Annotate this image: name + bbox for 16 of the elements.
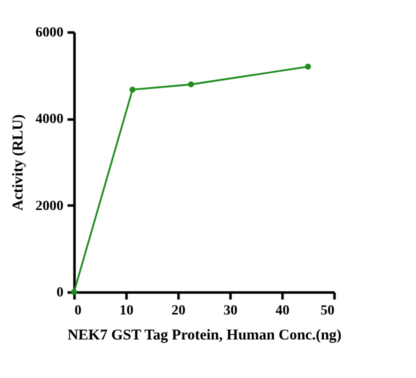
point bbox=[130, 86, 136, 93]
y-tick-label: 4000 bbox=[36, 112, 64, 128]
x-tick-label: 50 bbox=[320, 304, 334, 318]
x-tick-label: 10 bbox=[120, 304, 134, 318]
y-tick-label: 6000 bbox=[36, 26, 64, 40]
x-tick-label: 20 bbox=[172, 304, 186, 318]
y-tick-label: 2000 bbox=[36, 198, 64, 214]
point bbox=[188, 81, 194, 88]
x-axis-title: NEK7 GST Tag Protein, Human Conc.(ng) bbox=[67, 328, 342, 344]
y-tick-label: 0 bbox=[56, 286, 64, 300]
point bbox=[305, 64, 311, 70]
x-tick-label: 30 bbox=[224, 304, 238, 318]
y-axis-title: Activity (RLU) bbox=[10, 114, 26, 211]
x-tick-label: 0 bbox=[74, 304, 82, 318]
point bbox=[71, 289, 77, 295]
x-tick-label: 40 bbox=[276, 304, 290, 318]
